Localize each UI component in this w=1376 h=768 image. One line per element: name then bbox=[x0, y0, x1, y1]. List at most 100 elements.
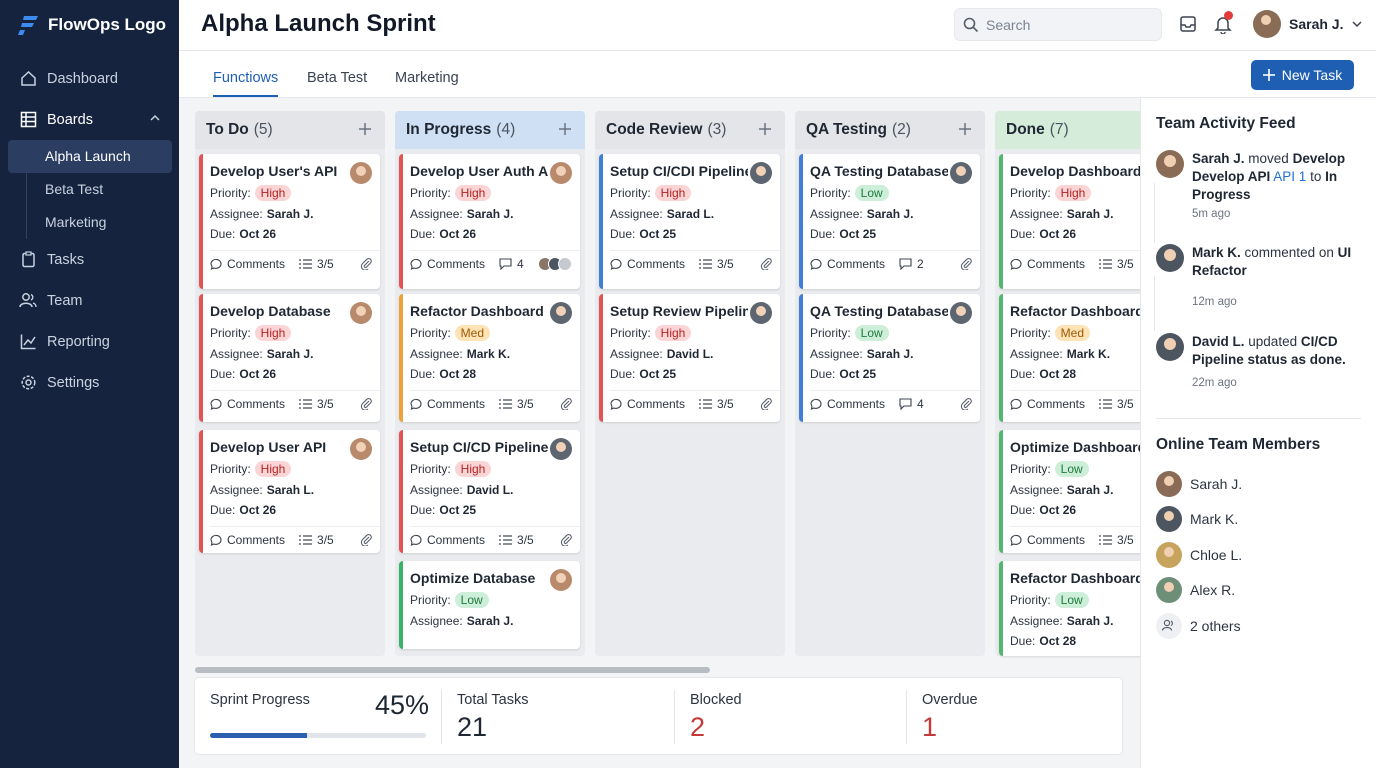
plus-icon[interactable] bbox=[357, 121, 373, 137]
comment-icon[interactable] bbox=[410, 258, 422, 270]
card-priority: Priority: High bbox=[210, 461, 380, 477]
task-card[interactable]: Develop User API Priority: High Assignee: Sa… bbox=[199, 430, 380, 553]
paperclip-icon[interactable] bbox=[960, 397, 972, 410]
paperclip-icon[interactable] bbox=[760, 397, 772, 410]
task-card[interactable]: Refactor Dashboard UI Priority:Low Assigne… bbox=[999, 561, 1140, 656]
comment-icon[interactable] bbox=[410, 534, 422, 546]
card-footer: Comments 3/5 bbox=[210, 250, 380, 276]
checklist-icon bbox=[299, 398, 313, 409]
comment-icon[interactable] bbox=[610, 258, 622, 270]
card-assignee: Assignee: Sarad L. bbox=[610, 207, 715, 221]
top-header: Alpha Launch Sprint Sarah J. bbox=[179, 0, 1376, 51]
sidebar-item-team[interactable]: Team bbox=[0, 280, 179, 321]
plus-icon[interactable] bbox=[957, 121, 973, 137]
comment-icon[interactable] bbox=[1010, 534, 1022, 546]
checklist-icon bbox=[299, 258, 313, 269]
chat-icon bbox=[899, 397, 912, 410]
chevron-up-icon[interactable] bbox=[149, 112, 161, 128]
task-card[interactable]: Develop User's API Priority: High Assignee:… bbox=[199, 154, 380, 289]
stat-blocked: Blocked 2 bbox=[690, 678, 890, 756]
logo[interactable]: FlowOps Logo bbox=[0, 0, 179, 50]
horizontal-scrollbar[interactable] bbox=[195, 667, 710, 673]
sidebar-item-boards[interactable]: Boards bbox=[0, 99, 179, 140]
feed-item[interactable]: Sarah J. moved Develop Develop API API 1… bbox=[1156, 150, 1366, 225]
comment-icon[interactable] bbox=[210, 258, 222, 270]
sidebar-item-settings[interactable]: Settings bbox=[0, 362, 179, 403]
new-task-button[interactable]: New Task bbox=[1251, 60, 1354, 90]
comment-icon[interactable] bbox=[210, 398, 222, 410]
card-footer: Comments 3/5 bbox=[610, 250, 780, 276]
board-item-beta-test[interactable]: Beta Test bbox=[45, 181, 104, 197]
paperclip-icon[interactable] bbox=[360, 257, 372, 270]
avatar bbox=[1156, 471, 1182, 497]
sidebar-item-dashboard[interactable]: Dashboard bbox=[0, 58, 179, 99]
plus-icon[interactable] bbox=[557, 121, 573, 137]
comment-icon[interactable] bbox=[810, 258, 822, 270]
task-card[interactable]: QA Testing Database Priority: Low Assignee:… bbox=[799, 294, 980, 422]
task-card[interactable]: Develop Database Priority: High Assignee: Sa… bbox=[199, 294, 380, 422]
column-title: Code Review bbox=[606, 121, 703, 138]
column-header: To Do (5) bbox=[195, 111, 385, 149]
column-count: (3) bbox=[707, 121, 727, 138]
task-card[interactable]: Develop Dashboard UI Priority:High Assigne… bbox=[999, 154, 1140, 289]
comment-icon[interactable] bbox=[1010, 398, 1022, 410]
tab-functiows[interactable]: Functiows bbox=[213, 70, 279, 97]
paperclip-icon[interactable] bbox=[560, 533, 572, 546]
online-member[interactable]: Mark K. bbox=[1156, 506, 1238, 532]
card-assignee: Assignee: David L. bbox=[610, 347, 714, 361]
task-card[interactable]: QA Testing Database Priority: Low Assignee:… bbox=[799, 154, 980, 289]
comment-icon[interactable] bbox=[410, 398, 422, 410]
checklist-count: 3/5 bbox=[717, 396, 734, 411]
comment-icon[interactable] bbox=[210, 534, 222, 546]
search-input[interactable] bbox=[986, 16, 1146, 33]
paperclip-icon[interactable] bbox=[360, 533, 372, 546]
user-menu[interactable]: Sarah J. bbox=[1253, 10, 1363, 38]
task-card[interactable]: Setup CI/CDI Pipeline Priority: High Assign… bbox=[599, 154, 780, 289]
card-assignee: Assignee: Sarah L. bbox=[210, 483, 315, 497]
board-item-alpha-launch[interactable]: Alpha Launch bbox=[8, 140, 172, 173]
sidebar-item-tasks[interactable]: Tasks bbox=[0, 239, 179, 280]
online-member[interactable]: Chloe L. bbox=[1156, 542, 1242, 568]
comment-icon[interactable] bbox=[810, 398, 822, 410]
comment-icon[interactable] bbox=[1010, 258, 1022, 270]
comments-label: Comments bbox=[1027, 256, 1086, 271]
paperclip-icon[interactable] bbox=[560, 397, 572, 410]
tab-marketing[interactable]: Marketing bbox=[395, 70, 459, 86]
card-assignee: Assignee: David L. bbox=[410, 483, 514, 497]
card-due: Due: Oct 26 bbox=[210, 503, 277, 517]
inbox-icon[interactable] bbox=[1178, 14, 1198, 34]
paperclip-icon[interactable] bbox=[960, 257, 972, 270]
comments-label: Comments bbox=[227, 532, 286, 547]
bell-icon[interactable] bbox=[1213, 11, 1233, 34]
checklist-icon bbox=[499, 534, 513, 545]
card-title: Develop User's API bbox=[210, 163, 338, 179]
task-card[interactable]: Refactor Dashboard UI Priority:Med Assigne… bbox=[399, 294, 580, 422]
task-card[interactable]: Optimize Database Priority: Low Assignee: Sa… bbox=[399, 561, 580, 649]
comment-icon[interactable] bbox=[610, 398, 622, 410]
online-title: Online Team Members bbox=[1156, 436, 1321, 453]
search-box[interactable] bbox=[954, 8, 1162, 41]
feed-item[interactable]: David L. updated CI/CD Pipeline status a… bbox=[1156, 333, 1366, 393]
task-card[interactable]: Optimize Dashboard UI Priority:Low Assigne… bbox=[999, 430, 1140, 553]
sidebar-item-reporting[interactable]: Reporting bbox=[0, 321, 179, 362]
member-name: Chloe L. bbox=[1190, 547, 1243, 563]
online-member-others[interactable]: 2 others bbox=[1156, 613, 1241, 639]
task-card[interactable]: Refactor Dashboard UI Priority:Med Assigne… bbox=[999, 294, 1140, 422]
paperclip-icon[interactable] bbox=[760, 257, 772, 270]
card-due: Due: Oct 28 bbox=[410, 367, 477, 381]
online-member[interactable]: Alex R. bbox=[1156, 577, 1235, 603]
tab-beta-test[interactable]: Beta Test bbox=[307, 70, 368, 86]
task-card[interactable]: Develop User Auth API Priority: High Assign… bbox=[399, 154, 580, 289]
people-icon bbox=[1156, 613, 1182, 639]
task-card[interactable]: Setup Review Pipeline Priority: High Assign… bbox=[599, 294, 780, 422]
feed-item[interactable]: Mark K. commented on UI Refactor 12m ago bbox=[1156, 244, 1366, 314]
online-member[interactable]: Sarah J. bbox=[1156, 471, 1242, 497]
task-card[interactable]: Setup CI/CD Pipeline Priority: High Assigne… bbox=[399, 430, 580, 553]
card-footer: Comments 3/5 bbox=[1010, 390, 1140, 416]
checklist-count: 3/5 bbox=[517, 396, 534, 411]
kanban-board: To Do (5) Develop User's API Priority: High A… bbox=[179, 98, 1140, 768]
board-item-marketing[interactable]: Marketing bbox=[45, 214, 107, 230]
feed-time: 12m ago bbox=[1192, 296, 1237, 308]
plus-icon[interactable] bbox=[757, 121, 773, 137]
paperclip-icon[interactable] bbox=[360, 397, 372, 410]
